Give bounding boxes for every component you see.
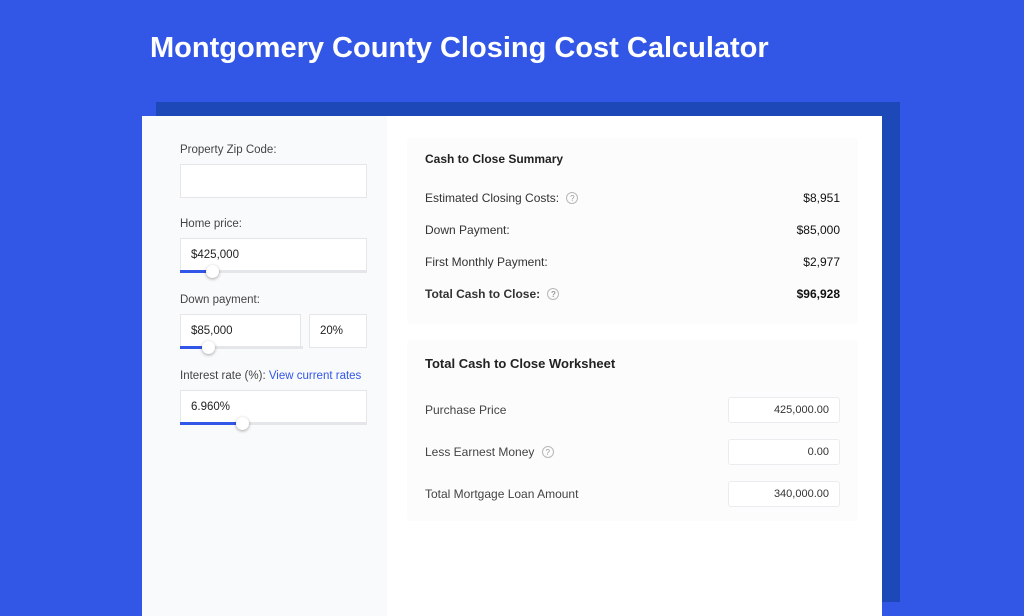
calculator-panel: Property Zip Code: Home price: Down paym… [142,116,882,616]
zip-label: Property Zip Code: [180,144,367,156]
slider-thumb[interactable] [202,341,215,354]
worksheet-title: Total Cash to Close Worksheet [425,356,840,371]
inputs-sidebar: Property Zip Code: Home price: Down paym… [142,116,387,616]
view-rates-link[interactable]: View current rates [269,370,361,382]
help-icon[interactable]: ? [542,446,554,458]
worksheet-row-label-text: Less Earnest Money [425,445,534,459]
worksheet-row-input[interactable] [728,397,840,423]
help-icon[interactable]: ? [566,192,578,204]
summary-total-label: Total Cash to Close: ? [425,287,559,301]
worksheet-row: Purchase Price [425,389,840,431]
summary-title: Cash to Close Summary [425,152,840,166]
summary-row-value: $85,000 [797,223,840,237]
summary-row: Estimated Closing Costs: ? $8,951 [425,182,840,214]
down-payment-field: Down payment: [180,294,367,350]
down-payment-slider[interactable] [180,346,303,350]
interest-rate-input[interactable] [180,390,367,424]
summary-row-value: $8,951 [803,191,840,205]
summary-row-label: Estimated Closing Costs: ? [425,191,578,205]
summary-row: Down Payment: $85,000 [425,214,840,246]
slider-fill [180,422,242,425]
slider-thumb[interactable] [206,265,219,278]
down-payment-input[interactable] [180,314,301,348]
home-price-field: Home price: [180,218,367,274]
worksheet-card: Total Cash to Close Worksheet Purchase P… [407,340,858,521]
summary-row-value: $2,977 [803,255,840,269]
worksheet-row-label: Total Mortgage Loan Amount [425,487,578,501]
home-price-slider[interactable] [180,270,367,274]
home-price-label: Home price: [180,218,367,230]
worksheet-row-input[interactable] [728,439,840,465]
interest-rate-label-text: Interest rate (%): [180,370,266,382]
interest-rate-slider[interactable] [180,422,367,426]
results-content: Cash to Close Summary Estimated Closing … [387,116,882,616]
summary-total-row: Total Cash to Close: ? $96,928 [425,278,840,310]
worksheet-row: Total Mortgage Loan Amount [425,473,840,515]
worksheet-row: Less Earnest Money ? [425,431,840,473]
page-title: Montgomery County Closing Cost Calculato… [0,0,1024,65]
summary-row: First Monthly Payment: $2,977 [425,246,840,278]
summary-row-label-text: Estimated Closing Costs: [425,191,559,205]
summary-row-label: First Monthly Payment: [425,255,548,269]
slider-thumb[interactable] [236,417,249,430]
worksheet-row-label: Less Earnest Money ? [425,445,554,459]
summary-row-label: Down Payment: [425,223,510,237]
interest-rate-field: Interest rate (%): View current rates [180,370,367,426]
summary-card: Cash to Close Summary Estimated Closing … [407,138,858,324]
zip-field: Property Zip Code: [180,144,367,198]
interest-rate-label: Interest rate (%): View current rates [180,370,367,382]
zip-input[interactable] [180,164,367,198]
summary-total-value: $96,928 [797,287,840,301]
help-icon[interactable]: ? [547,288,559,300]
summary-total-label-text: Total Cash to Close: [425,287,540,301]
down-payment-label: Down payment: [180,294,367,306]
worksheet-row-input[interactable] [728,481,840,507]
worksheet-row-label: Purchase Price [425,403,506,417]
down-payment-pct-input[interactable] [309,314,367,348]
